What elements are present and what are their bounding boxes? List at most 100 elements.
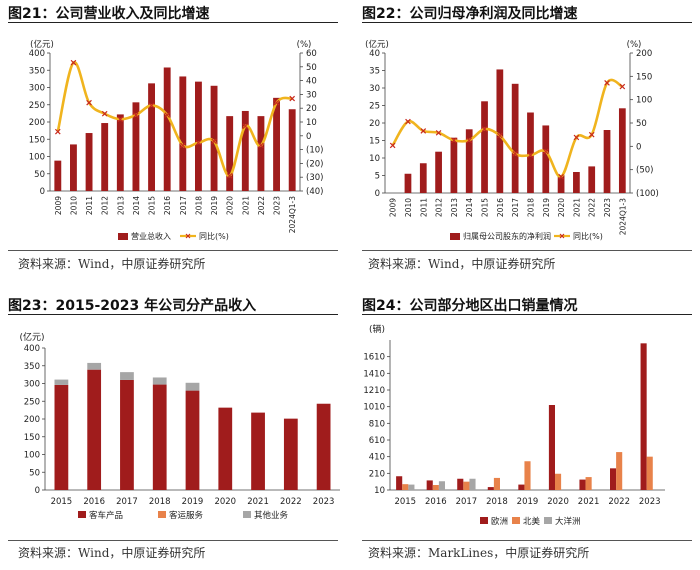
bar: [426, 480, 433, 490]
yoy-point: [527, 152, 534, 159]
x-tick-label: 2021: [578, 497, 600, 507]
bar: [465, 129, 473, 193]
bar: [148, 83, 155, 191]
bar: [404, 173, 412, 193]
y-tick-label: 210: [369, 469, 385, 479]
y-axis-unit: (亿元): [19, 331, 44, 343]
right-axis-unit: (%): [297, 40, 312, 50]
bar-segment: [283, 418, 298, 490]
bar: [54, 160, 62, 191]
bar: [618, 108, 626, 193]
yoy-point: [481, 126, 488, 132]
left-tick-label: 200: [29, 118, 45, 128]
x-tick-label: 2010: [69, 196, 78, 215]
bar: [548, 405, 555, 490]
yoy-point: [558, 173, 564, 180]
fig21-title: 图21：公司营业收入及同比增速: [8, 6, 210, 22]
bar: [432, 485, 439, 490]
y-tick-label: 250: [24, 397, 40, 407]
x-tick-label: 2022: [257, 196, 266, 215]
bar-segment: [316, 403, 331, 490]
right-tick-label: 0: [636, 142, 641, 152]
bar: [496, 69, 504, 193]
yoy-point: [242, 123, 249, 129]
bar-segment: [152, 384, 167, 490]
legend-swatch: [78, 511, 86, 518]
fig24-source: 资料来源：MarkLines，中原证券研究所: [368, 546, 590, 560]
y-axis-unit: (辆): [369, 323, 385, 335]
x-tick-label: 2021: [572, 198, 581, 217]
yoy-point: [258, 142, 264, 149]
legend-line-marker: [185, 233, 191, 239]
bar: [435, 151, 442, 193]
bar-segment: [185, 390, 200, 490]
yoy-point: [619, 83, 626, 90]
x-tick-label: 2012: [101, 196, 110, 215]
right-tick-label: 100: [636, 96, 652, 106]
bar-segment: [54, 384, 69, 490]
bar-segment: [218, 407, 233, 490]
fig22-title-rule: [362, 22, 692, 23]
legend-bar-swatch: [118, 233, 128, 240]
bar: [469, 478, 476, 490]
bar: [257, 116, 265, 191]
y-tick-label: 100: [24, 451, 40, 461]
bar: [402, 484, 409, 490]
x-tick-label: 2019: [182, 497, 204, 507]
y-tick-label: 350: [24, 362, 40, 372]
bar: [85, 133, 93, 191]
bar: [419, 163, 427, 193]
yoy-point: [179, 142, 186, 149]
x-tick-label: 2016: [496, 198, 505, 217]
left-tick-label: 0: [375, 189, 380, 199]
x-tick-label: 2022: [608, 497, 630, 507]
left-tick-label: 300: [29, 84, 45, 94]
yoy-point: [86, 99, 92, 106]
fig23-title-rule: [8, 314, 338, 315]
x-tick-label: 2010: [404, 198, 413, 217]
yoy-point: [466, 137, 473, 144]
x-tick-label: 2015: [148, 196, 157, 215]
x-tick-label: 2020: [214, 497, 236, 507]
bar: [241, 110, 249, 191]
legend-label: 客运服务: [169, 510, 204, 521]
right-tick-label: 50: [306, 63, 317, 73]
right-axis-unit: (%): [627, 40, 642, 50]
bar: [585, 477, 592, 490]
x-tick-label: 2024Q1-3: [288, 196, 297, 233]
bar-segment: [152, 377, 167, 385]
legend-swatch: [544, 517, 552, 524]
bar-segment: [120, 379, 134, 490]
right-tick-label: 30: [306, 90, 317, 100]
fig22-source: 资料来源：Wind，中原证券研究所: [368, 257, 556, 271]
x-tick-label: 2018: [526, 198, 535, 217]
fig24-title: 图24：公司部分地区出口销量情况: [362, 298, 578, 314]
yoy-point: [420, 128, 427, 134]
yoy-line: [391, 78, 623, 178]
y-tick-label: 1010: [363, 403, 385, 413]
y-tick-label: 0: [35, 486, 40, 496]
x-tick-label: 2023: [273, 196, 282, 215]
bar: [396, 476, 403, 490]
bar: [511, 83, 519, 193]
x-tick-label: 2009: [389, 198, 398, 217]
fig21-chart: (亿元) (%)050100150200250300350400(40)(30)(…: [29, 39, 324, 241]
bar: [457, 478, 464, 490]
fig22-source-rule: [362, 250, 692, 251]
fig23-source-rule: [8, 540, 338, 541]
left-tick-label: 0: [40, 187, 45, 197]
bar: [518, 484, 525, 490]
bar: [588, 166, 596, 193]
yoy-point: [133, 112, 139, 118]
right-tick-label: 60: [306, 49, 317, 59]
yoy-point: [289, 95, 296, 102]
x-tick-label: 2020: [547, 497, 569, 507]
bar-segment: [251, 412, 265, 490]
x-tick-label: 2017: [116, 497, 138, 507]
bar: [640, 343, 647, 490]
left-tick-label: 250: [29, 101, 45, 111]
fig22-chart: (亿元) (%) 0 5 10 15 20 25 30 35 40 (100) (50) 0 50 100 15…: [365, 39, 659, 241]
x-tick-label: 2018: [486, 497, 508, 507]
bar: [524, 461, 531, 490]
x-tick-label: 2011: [419, 198, 428, 217]
